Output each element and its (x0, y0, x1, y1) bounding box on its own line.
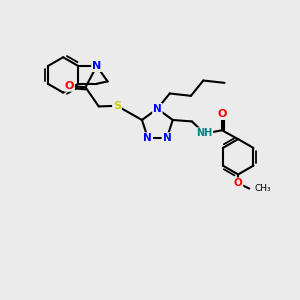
Text: O: O (234, 178, 242, 188)
Text: NH: NH (196, 128, 212, 138)
Text: CH₃: CH₃ (255, 184, 271, 193)
Text: N: N (143, 133, 152, 143)
Text: N: N (163, 133, 171, 143)
Text: O: O (64, 81, 74, 91)
Text: O: O (217, 109, 226, 119)
Text: N: N (153, 104, 162, 114)
Text: S: S (113, 101, 121, 111)
Text: N: N (92, 61, 101, 71)
